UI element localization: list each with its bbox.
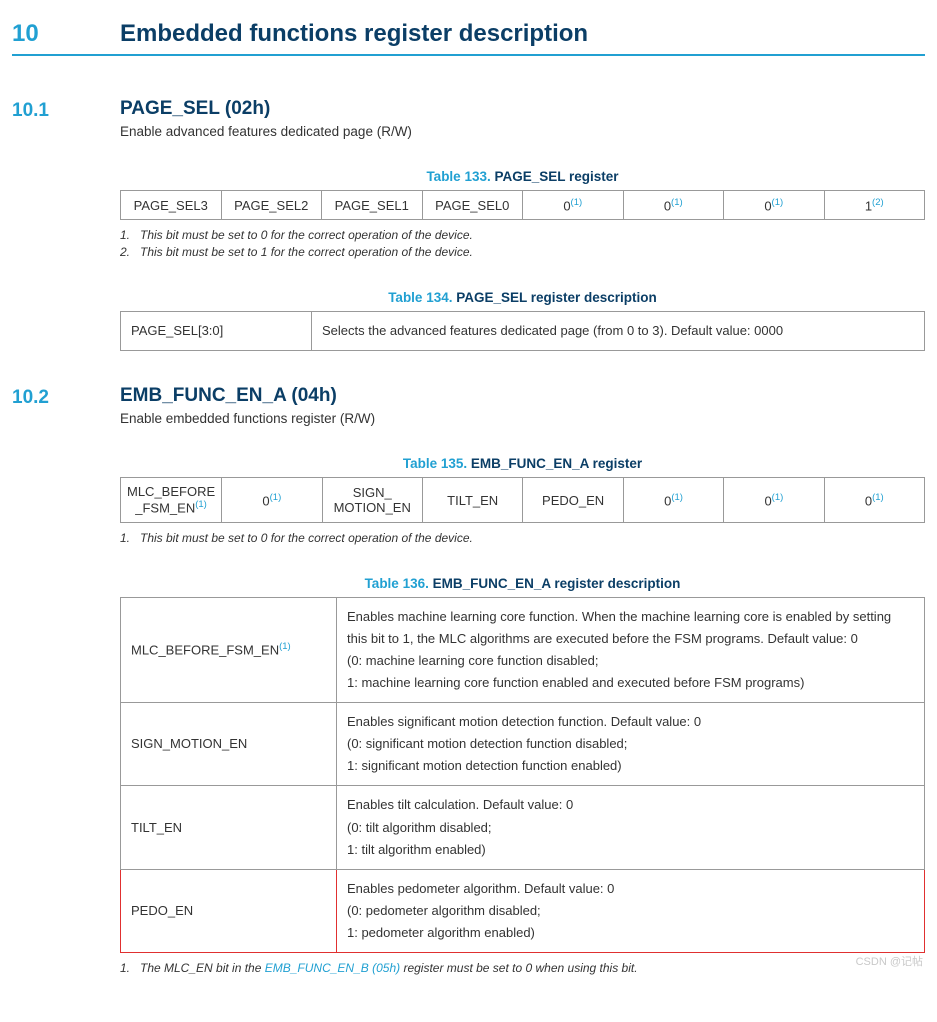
chapter-title: Embedded functions register description: [120, 20, 588, 48]
section-number: 10.2: [12, 385, 120, 409]
bit-cell: 1(2): [824, 191, 925, 220]
bit-cell: TILT_EN: [422, 478, 522, 522]
bit-cell: 0(1): [623, 478, 723, 522]
table-136: MLC_BEFORE_FSM_EN(1) Enables machine lea…: [120, 597, 925, 953]
section-subtitle: Enable advanced features dedicated page …: [120, 124, 925, 139]
bit-cell: PAGE_SEL1: [322, 191, 423, 220]
desc-cell: Enables machine learning core function. …: [337, 597, 925, 702]
table-row: TILT_EN Enables tilt calculation. Defaul…: [121, 786, 925, 869]
desc-cell: Enables pedometer algorithm. Default val…: [337, 869, 925, 952]
bit-cell: PAGE_SEL2: [221, 191, 322, 220]
bit-cell: 0(1): [523, 191, 624, 220]
table-135: MLC_BEFORE_FSM_EN(1) 0(1) SIGN_MOTION_EN…: [120, 477, 925, 522]
chapter-header: 10 Embedded functions register descripti…: [12, 20, 925, 56]
table-134-caption: Table 134. PAGE_SEL register description: [120, 290, 925, 305]
section-10-1: 10.1 PAGE_SEL (02h) Enable advanced feat…: [12, 98, 925, 381]
bit-cell: PAGE_SEL3: [121, 191, 222, 220]
section-number: 10.1: [12, 98, 120, 122]
bit-cell: 0(1): [724, 191, 825, 220]
section-title: EMB_FUNC_EN_A (04h): [120, 385, 925, 407]
bit-cell: SIGN_MOTION_EN: [322, 478, 422, 522]
field-cell: PAGE_SEL[3:0]: [121, 312, 312, 351]
bit-cell: 0(1): [222, 478, 322, 522]
table-136-notes: 1.The MLC_EN bit in the EMB_FUNC_EN_B (0…: [120, 961, 925, 978]
desc-cell: Enables tilt calculation. Default value:…: [337, 786, 925, 869]
field-cell: MLC_BEFORE_FSM_EN(1): [121, 597, 337, 702]
section-10-2: 10.2 EMB_FUNC_EN_A (04h) Enable embedded…: [12, 385, 925, 978]
watermark: CSDN @记帖: [856, 953, 923, 969]
table-133-caption: Table 133. PAGE_SEL register: [120, 169, 925, 184]
table-row-highlighted: PEDO_EN Enables pedometer algorithm. Def…: [121, 869, 925, 952]
note-item: 2.This bit must be set to 1 for the corr…: [120, 245, 925, 262]
table-row: MLC_BEFORE_FSM_EN(1) 0(1) SIGN_MOTION_EN…: [121, 478, 925, 522]
table-row: PAGE_SEL3 PAGE_SEL2 PAGE_SEL1 PAGE_SEL0 …: [121, 191, 925, 220]
bit-cell: PAGE_SEL0: [422, 191, 523, 220]
chapter-number: 10: [12, 20, 120, 48]
note-item: 1.This bit must be set to 0 for the corr…: [120, 531, 925, 548]
note-item: 1.This bit must be set to 0 for the corr…: [120, 228, 925, 245]
bit-cell: 0(1): [623, 191, 724, 220]
bit-cell: PEDO_EN: [523, 478, 623, 522]
table-133-notes: 1.This bit must be set to 0 for the corr…: [120, 228, 925, 262]
note-item: 1.The MLC_EN bit in the EMB_FUNC_EN_B (0…: [120, 961, 925, 978]
bit-cell: 0(1): [824, 478, 924, 522]
section-title: PAGE_SEL (02h): [120, 98, 925, 120]
table-row: PAGE_SEL[3:0] Selects the advanced featu…: [121, 312, 925, 351]
section-subtitle: Enable embedded functions register (R/W): [120, 411, 925, 426]
field-cell: PEDO_EN: [121, 869, 337, 952]
field-cell: TILT_EN: [121, 786, 337, 869]
field-cell: SIGN_MOTION_EN: [121, 703, 337, 786]
table-133: PAGE_SEL3 PAGE_SEL2 PAGE_SEL1 PAGE_SEL0 …: [120, 190, 925, 220]
table-134: PAGE_SEL[3:0] Selects the advanced featu…: [120, 311, 925, 351]
table-135-notes: 1.This bit must be set to 0 for the corr…: [120, 531, 925, 548]
bit-cell: 0(1): [724, 478, 824, 522]
bit-cell: MLC_BEFORE_FSM_EN(1): [121, 478, 222, 522]
table-row: MLC_BEFORE_FSM_EN(1) Enables machine lea…: [121, 597, 925, 702]
table-136-caption: Table 136. EMB_FUNC_EN_A register descri…: [120, 576, 925, 591]
table-135-caption: Table 135. EMB_FUNC_EN_A register: [120, 456, 925, 471]
desc-cell: Selects the advanced features dedicated …: [312, 312, 925, 351]
table-row: SIGN_MOTION_EN Enables significant motio…: [121, 703, 925, 786]
desc-cell: Enables significant motion detection fun…: [337, 703, 925, 786]
